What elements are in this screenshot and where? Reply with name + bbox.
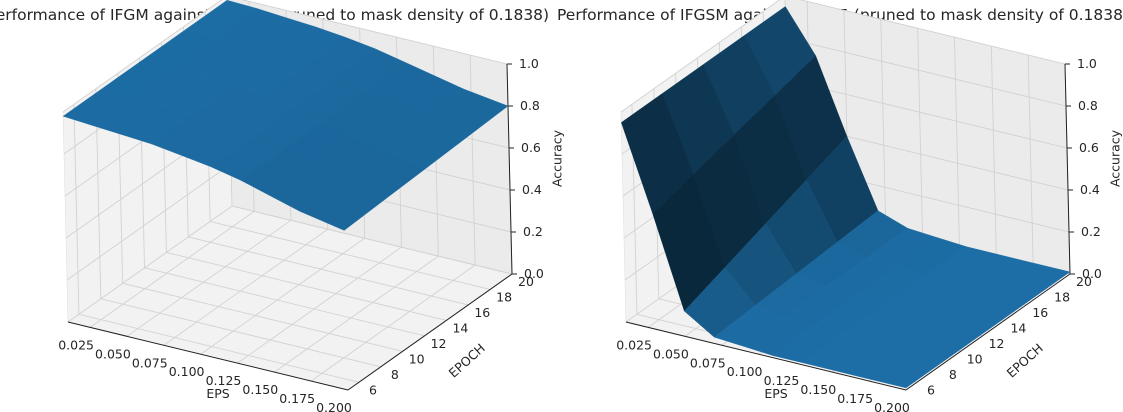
z-tick-labels: 0.0 0.2 0.4 0.6 0.8 1.0 bbox=[507, 56, 544, 281]
gridline-y bbox=[100, 298, 381, 368]
gridline-y bbox=[144, 267, 425, 337]
y-axis-line bbox=[347, 273, 513, 391]
z-tick-label: 0.2 bbox=[523, 224, 543, 239]
z-tick-label: 0.4 bbox=[1080, 182, 1100, 197]
surface-1 bbox=[62, 0, 509, 231]
gridline-y bbox=[122, 282, 403, 352]
z-tick-label: 0.6 bbox=[1079, 140, 1099, 155]
z-tick-label: 0.2 bbox=[1081, 224, 1101, 239]
x-tick-label: 0.025 bbox=[616, 337, 652, 352]
gridline-y bbox=[210, 221, 491, 290]
gridline-x bbox=[200, 237, 365, 355]
y-axis-label: EPOCH bbox=[446, 340, 488, 380]
gridline-x bbox=[917, 28, 924, 239]
x-axis-line bbox=[625, 321, 907, 391]
z-axis-label: Accuracy bbox=[1107, 129, 1122, 187]
gridline-x bbox=[89, 211, 255, 328]
y-tick-labels: 68 10 12 14 16 18 20 bbox=[927, 274, 1092, 397]
x-axis-label: EPS bbox=[206, 386, 229, 401]
y-tick-label: 14 bbox=[1010, 320, 1026, 335]
y-tick-label: 8 bbox=[391, 367, 399, 382]
x-tick-label: 0.075 bbox=[132, 355, 168, 370]
x-tick-label: 0.050 bbox=[95, 346, 131, 361]
z-axis-line bbox=[1064, 63, 1071, 275]
y-tick-label: 10 bbox=[967, 351, 983, 366]
gridline-x bbox=[954, 37, 960, 248]
gridline-y bbox=[73, 104, 80, 315]
z-tick-label: 0.6 bbox=[521, 140, 541, 155]
gridline-z bbox=[66, 163, 232, 281]
y-tick-label: 20 bbox=[518, 274, 534, 289]
x-axis-label: EPS bbox=[764, 386, 787, 401]
gridline-z bbox=[786, 79, 1068, 149]
surface-patch bbox=[861, 347, 948, 389]
x-tick-label: 0.025 bbox=[58, 337, 94, 352]
z-axis-line bbox=[506, 63, 513, 275]
z-tick-label: 1.0 bbox=[1077, 56, 1097, 71]
z-tick-label: 0.0 bbox=[524, 266, 544, 281]
gridline-x bbox=[1027, 55, 1034, 266]
x-tick-label: 0.100 bbox=[169, 364, 205, 379]
y-tick-label: 12 bbox=[989, 336, 1005, 351]
gridline-z bbox=[620, 0, 781, 113]
z-axis-label: Accuracy bbox=[549, 129, 564, 187]
y-tick-label: 16 bbox=[474, 305, 490, 320]
x-tick-label: 0.100 bbox=[727, 364, 763, 379]
gridline-x bbox=[163, 228, 329, 346]
y-tick-label: 18 bbox=[496, 289, 512, 304]
y-tick-label: 12 bbox=[431, 336, 447, 351]
surface-patch bbox=[299, 180, 386, 231]
z-tick-label: 0.8 bbox=[520, 98, 540, 113]
gridline-z bbox=[67, 205, 233, 323]
gridline-x bbox=[469, 55, 476, 266]
gridline-x bbox=[310, 264, 476, 382]
x-tick-label: 0.200 bbox=[874, 400, 910, 412]
y-tick-label: 6 bbox=[927, 382, 935, 397]
x-tick-label: 0.050 bbox=[653, 346, 689, 361]
gridline-y bbox=[188, 236, 469, 306]
gridline-x bbox=[990, 46, 997, 257]
gridline-x bbox=[126, 219, 292, 337]
y-tick-label: 8 bbox=[949, 367, 957, 382]
gridline-z bbox=[799, 0, 1066, 65]
x-tick-label: 0.075 bbox=[690, 355, 726, 370]
x-tick-label: 0.175 bbox=[279, 391, 315, 406]
x-tick-label: 0.125 bbox=[764, 373, 800, 388]
y-tick-label: 14 bbox=[452, 320, 468, 335]
x-axis-line bbox=[67, 321, 349, 391]
gridline-z bbox=[231, 205, 513, 275]
x-tick-label: 0.200 bbox=[316, 400, 352, 412]
z-tick-label: 1.0 bbox=[519, 56, 539, 71]
gridline-z bbox=[785, 37, 1067, 107]
y-tick-label: 16 bbox=[1032, 305, 1048, 320]
x-tick-label: 0.150 bbox=[242, 382, 278, 397]
gridline-x bbox=[237, 246, 402, 364]
x-tick-label: 0.125 bbox=[206, 373, 242, 388]
x-tick-label: 0.150 bbox=[800, 382, 836, 397]
z-tick-label: 0.0 bbox=[1082, 266, 1102, 281]
y-tick-label: 20 bbox=[1076, 274, 1092, 289]
gridline-z bbox=[241, 0, 508, 65]
chart-panel-1: Performance of IFGM against Lenet5 (prun… bbox=[0, 0, 564, 412]
gridline-x bbox=[274, 255, 439, 373]
z-tick-label: 0.4 bbox=[522, 182, 542, 197]
gridline-y bbox=[78, 313, 360, 383]
z-tick-label: 0.8 bbox=[1078, 98, 1098, 113]
gridline-z bbox=[62, 0, 223, 113]
y-tick-label: 6 bbox=[369, 382, 377, 397]
surface-2 bbox=[621, 6, 1071, 389]
y-tick-label: 18 bbox=[1054, 289, 1070, 304]
y-axis-label: EPOCH bbox=[1004, 340, 1046, 380]
gridline-x bbox=[880, 19, 887, 230]
gridline-y bbox=[166, 251, 447, 321]
chart-panel-2: Performance of IFGSM against Lenet5 (pru… bbox=[557, 0, 1123, 412]
y-tick-label: 10 bbox=[409, 351, 425, 366]
z-tick-labels: 0.0 0.2 0.4 0.6 0.8 1.0 bbox=[1065, 56, 1102, 281]
y-tick-labels: 68 10 12 14 16 18 20 bbox=[369, 274, 534, 397]
x-tick-label: 0.175 bbox=[837, 391, 873, 406]
y-axis-line bbox=[905, 273, 1071, 391]
